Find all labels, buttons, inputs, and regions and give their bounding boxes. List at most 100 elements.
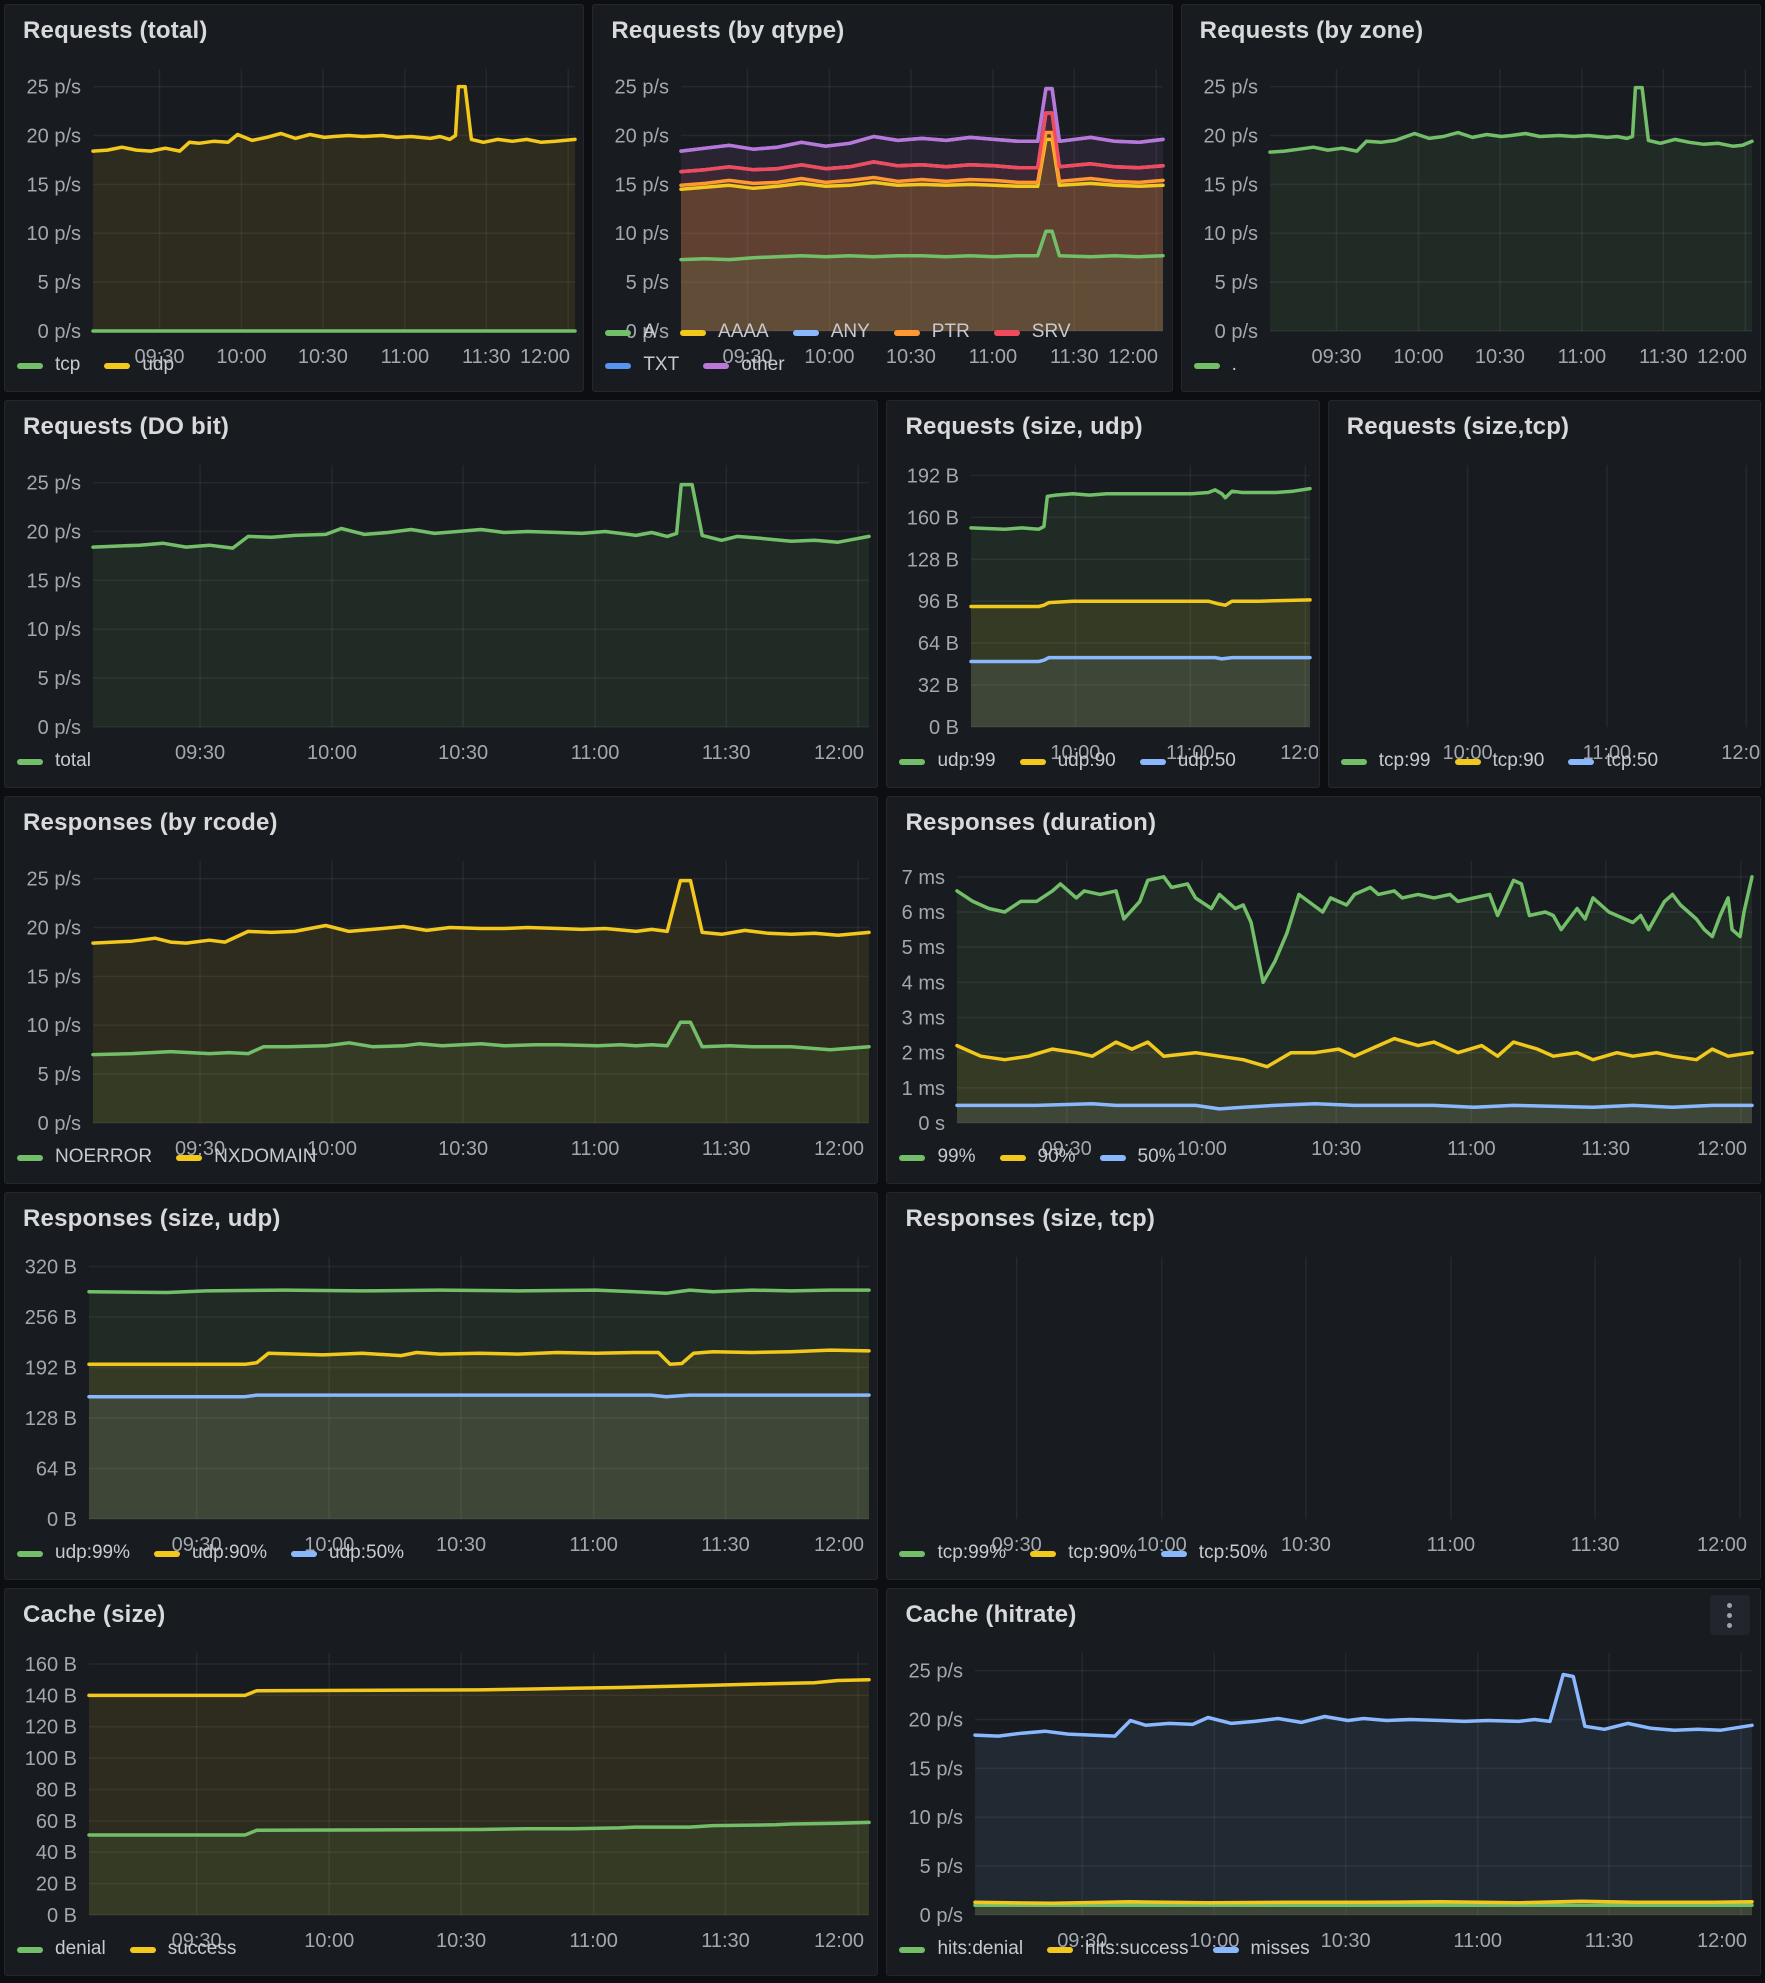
- x-axis-label: 09:30: [172, 1534, 222, 1556]
- time-series-chart[interactable]: 0 p/s 5 p/s 10 p/s 15 p/s 20 p/s 25 p/s 09:30 1…: [5, 847, 877, 1160]
- y-axis-label: 4 ms: [902, 972, 945, 994]
- chart-svg: 09:30 10:00 10:30 11:00 11:30 12:00: [992, 1257, 1748, 1556]
- legend: hits:denial hits:success misses: [887, 1934, 1760, 1975]
- legend-item[interactable]: 90%: [999, 1146, 1076, 1169]
- legend-item[interactable]: udp:90%: [154, 1542, 267, 1565]
- legend-item[interactable]: udp:50: [1139, 750, 1236, 773]
- legend: A AAAA ANY PTR SRV TXT other: [593, 317, 1171, 391]
- legend-item[interactable]: tcp: [17, 354, 80, 377]
- panel-requests-total: Requests (total) 0 p/s 5 p/s 10 p/s 15 p/s 2…: [4, 4, 585, 392]
- y-axis-label: 3 ms: [902, 1007, 945, 1029]
- legend-item[interactable]: udp: [104, 354, 174, 377]
- legend-item[interactable]: ANY: [792, 321, 870, 344]
- panel-header[interactable]: Responses (size, udp): [5, 1193, 877, 1243]
- panel-header[interactable]: Requests (by zone): [1182, 5, 1760, 55]
- x-axis-label: 11:00: [571, 742, 620, 764]
- panel-header[interactable]: Responses (duration): [887, 797, 1760, 847]
- panel-header[interactable]: Cache (hitrate): [887, 1589, 1760, 1639]
- series-area: [681, 139, 1164, 331]
- x-axis-label: 10:30: [438, 742, 488, 764]
- legend-item[interactable]: tcp:99%: [899, 1542, 1006, 1565]
- x-axis-label: 10:00: [1177, 1138, 1227, 1160]
- panel-header[interactable]: Requests (total): [5, 5, 583, 55]
- legend-item[interactable]: success: [129, 1938, 237, 1961]
- x-axis-label: 11:30: [1639, 346, 1688, 368]
- series-line: [955, 875, 1755, 985]
- x-axis-label: 12:00: [1697, 1138, 1747, 1160]
- time-series-chart[interactable]: 0 s 1 ms 2 ms 3 ms 4 ms 5 ms 6 ms 7 ms 09:30 10:0…: [887, 847, 1760, 1160]
- panel-header[interactable]: Requests (by qtype): [593, 5, 1171, 55]
- legend-item[interactable]: AAAA: [680, 321, 769, 344]
- legend-item[interactable]: udp:50%: [291, 1542, 404, 1565]
- series-line: [87, 1288, 871, 1296]
- legend-item[interactable]: NXDOMAIN: [176, 1146, 317, 1169]
- legend-item[interactable]: hits:success: [1047, 1938, 1189, 1961]
- panel-responses-by-rcode: Responses (by rcode) 0 p/s 5 p/s 10 p/s 15 …: [4, 796, 879, 1184]
- legend-item[interactable]: tcp:90: [1454, 750, 1544, 773]
- time-series-chart[interactable]: 0 B 20 B 40 B 60 B 80 B 100 B 120 B 140 B 160 B 0…: [5, 1639, 877, 1952]
- x-axis-label: 12:00: [1108, 346, 1158, 368]
- y-axis-label: 15 p/s: [615, 174, 669, 196]
- time-series-chart[interactable]: 0 p/s 5 p/s 10 p/s 15 p/s 20 p/s 25 p/s 09:30 1…: [1182, 55, 1760, 368]
- legend-item[interactable]: denial: [17, 1938, 106, 1961]
- panel-header[interactable]: Requests (size,tcp): [1329, 401, 1760, 451]
- legend-item[interactable]: SRV: [993, 321, 1071, 344]
- panel-header[interactable]: Responses (by rcode): [5, 797, 877, 847]
- x-axis-label: 11:00: [569, 1930, 618, 1952]
- time-series-chart[interactable]: 09:30 10:00 10:30 11:00 11:30 12:00: [887, 1243, 1760, 1556]
- x-axis-label: 11:30: [702, 742, 751, 764]
- legend-label: udp:99%: [55, 1542, 131, 1564]
- legend-item[interactable]: tcp:99: [1340, 750, 1431, 773]
- chart-svg: 0 B 32 B 64 B 96 B 128 B 160 B 192 B 10:00 11:00…: [907, 465, 1318, 764]
- time-series-chart[interactable]: 0 p/s 5 p/s 10 p/s 15 p/s 20 p/s 25 p/s 09:30 1…: [593, 55, 1171, 368]
- legend-item[interactable]: tcp:90%: [1030, 1542, 1137, 1565]
- legend-item[interactable]: NOERROR: [17, 1146, 152, 1169]
- panel-header[interactable]: Requests (DO bit): [5, 401, 877, 451]
- x-axis-label: 10:00: [307, 742, 357, 764]
- legend-item[interactable]: .: [1193, 354, 1237, 377]
- legend-item[interactable]: tcp:50%: [1160, 1542, 1267, 1565]
- legend-item[interactable]: A: [605, 321, 656, 344]
- panel-header[interactable]: Requests (size, udp): [887, 401, 1318, 451]
- legend-item[interactable]: TXT: [605, 354, 679, 377]
- panel-title: Responses (by rcode): [23, 809, 278, 836]
- legend-item[interactable]: PTR: [893, 321, 970, 344]
- y-axis-label: 0 p/s: [38, 321, 81, 343]
- time-series-chart[interactable]: 10:00 11:00 12:00: [1329, 451, 1760, 764]
- panel-title: Cache (hitrate): [905, 1601, 1077, 1628]
- legend-item[interactable]: udp:90: [1019, 750, 1116, 773]
- x-axis-label: 11:00: [1582, 742, 1631, 764]
- legend-item[interactable]: 99%: [899, 1146, 976, 1169]
- legend: NOERROR NXDOMAIN: [5, 1142, 877, 1183]
- x-axis-label: 10:00: [304, 1534, 354, 1556]
- legend-item[interactable]: udp:99: [899, 750, 996, 773]
- legend-item[interactable]: misses: [1212, 1938, 1310, 1961]
- panel-menu-kebab-icon[interactable]: [1709, 1595, 1750, 1635]
- time-series-chart[interactable]: 0 B 64 B 128 B 192 B 256 B 320 B 09:30 10:00 10:…: [5, 1243, 877, 1556]
- panel-header[interactable]: Cache (size): [5, 1589, 877, 1639]
- y-axis-label: 60 B: [36, 1811, 77, 1833]
- time-series-chart[interactable]: 0 B 32 B 64 B 96 B 128 B 160 B 192 B 10:00 11:00…: [887, 451, 1318, 764]
- legend-label: udp:50%: [329, 1542, 405, 1564]
- series-line: [87, 1393, 871, 1399]
- legend-label: udp:90: [1057, 750, 1116, 772]
- time-series-chart[interactable]: 0 p/s 5 p/s 10 p/s 15 p/s 20 p/s 25 p/s 09:30 1…: [887, 1639, 1760, 1952]
- panel-header[interactable]: Responses (size, tcp): [887, 1193, 1760, 1243]
- legend: tcp:99 tcp:90 tcp:50: [1329, 746, 1760, 787]
- legend-label: success: [167, 1938, 237, 1960]
- x-axis-label: 10:00: [1051, 742, 1101, 764]
- legend-item[interactable]: udp:99%: [17, 1542, 130, 1565]
- legend-item[interactable]: hits:denial: [899, 1938, 1023, 1961]
- legend-item[interactable]: tcp:50: [1568, 750, 1658, 773]
- y-axis-label: 15 p/s: [1203, 174, 1257, 196]
- legend-item[interactable]: other: [703, 354, 785, 377]
- series-line: [679, 86, 1166, 153]
- legend-item[interactable]: 50%: [1099, 1146, 1176, 1169]
- legend-item[interactable]: total: [17, 750, 91, 773]
- time-series-chart[interactable]: 0 p/s 5 p/s 10 p/s 15 p/s 20 p/s 25 p/s 09:30 1…: [5, 55, 583, 368]
- legend: udp:99 udp:90 udp:50: [887, 746, 1318, 787]
- y-axis-label: 15 p/s: [27, 966, 81, 988]
- legend-swatch-icon: [899, 1946, 926, 1953]
- time-series-chart[interactable]: 0 p/s 5 p/s 10 p/s 15 p/s 20 p/s 25 p/s 09:30 1…: [5, 451, 877, 764]
